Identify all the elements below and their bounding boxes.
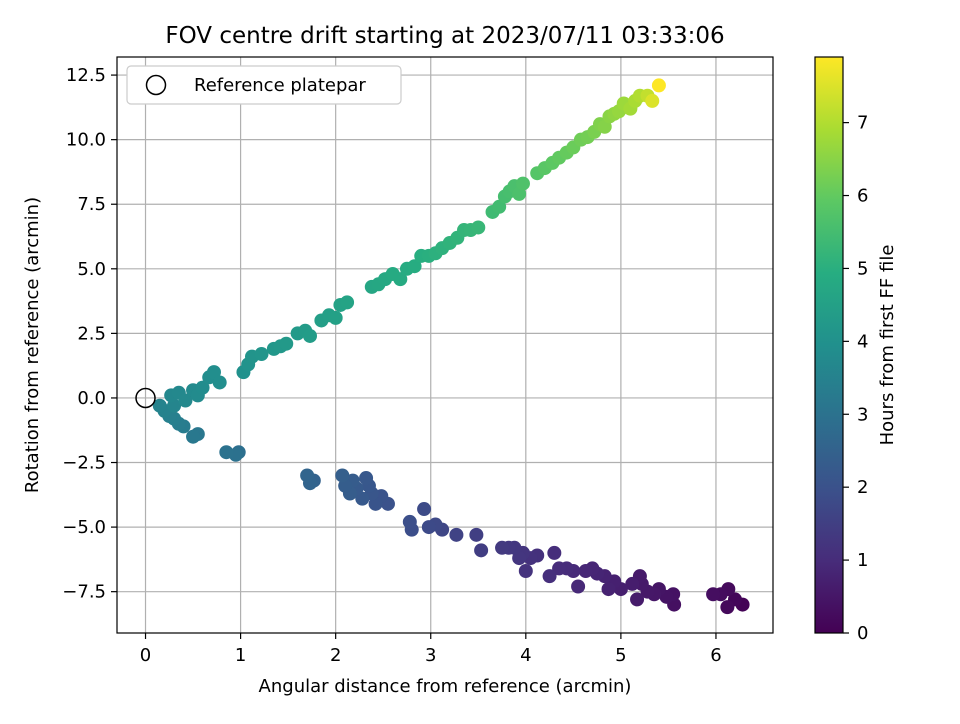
data-point bbox=[449, 527, 464, 542]
y-tick-label: 12.5 bbox=[66, 65, 106, 86]
data-point bbox=[421, 520, 436, 535]
y-tick-label: 7.5 bbox=[77, 194, 106, 215]
data-point bbox=[340, 295, 355, 310]
data-point bbox=[542, 569, 557, 584]
data-point bbox=[219, 445, 234, 460]
plot-frame bbox=[116, 56, 774, 634]
data-point bbox=[186, 429, 201, 444]
y-tick-label: 5.0 bbox=[77, 259, 106, 280]
x-tick-label: 3 bbox=[425, 645, 436, 666]
data-point bbox=[355, 491, 370, 506]
data-point bbox=[552, 561, 567, 576]
data-point bbox=[706, 587, 721, 602]
data-point bbox=[335, 468, 350, 483]
x-tick-label: 0 bbox=[140, 645, 151, 666]
data-point bbox=[254, 347, 269, 362]
data-point bbox=[300, 468, 315, 483]
chart-title: FOV centre drift starting at 2023/07/11 … bbox=[165, 23, 724, 49]
y-tick-label: −2.5 bbox=[62, 453, 106, 474]
colorbar: 0 1 2 3 4 5 6 7 bbox=[814, 56, 868, 644]
data-point bbox=[547, 545, 562, 560]
data-point bbox=[492, 199, 507, 214]
y-axis-label: Rotation from reference (arcmin) bbox=[22, 197, 43, 493]
data-point bbox=[720, 600, 735, 615]
data-point bbox=[571, 579, 586, 594]
y-tick-label: 0.0 bbox=[77, 388, 106, 409]
legend-label: Reference platepar bbox=[194, 75, 366, 96]
colorbar-tick-label: 1 bbox=[857, 550, 868, 571]
x-tick-label: 5 bbox=[615, 645, 626, 666]
data-point bbox=[469, 527, 484, 542]
data-point bbox=[645, 93, 660, 108]
data-point bbox=[515, 176, 530, 191]
x-tick-label: 2 bbox=[330, 645, 341, 666]
colorbar-tick-label: 0 bbox=[857, 623, 868, 644]
data-point bbox=[195, 380, 210, 395]
data-point bbox=[651, 78, 666, 93]
y-tick-label: −5.0 bbox=[62, 517, 106, 538]
data-point bbox=[630, 592, 645, 607]
data-point bbox=[474, 543, 489, 558]
data-point bbox=[359, 471, 374, 486]
data-point bbox=[601, 582, 616, 597]
colorbar-tick-label: 7 bbox=[857, 113, 868, 134]
colorbar-tick-label: 5 bbox=[857, 258, 868, 279]
data-point bbox=[402, 514, 417, 529]
colorbar-tick-label: 2 bbox=[857, 477, 868, 498]
plot-area: 0 1 2 3 4 5 6 −7.5 −5.0 −2.5 0.0 2.5 5.0 7.5 10.0 12.5 bbox=[62, 56, 774, 666]
y-tick-label: 2.5 bbox=[77, 323, 106, 344]
data-point bbox=[625, 576, 640, 591]
data-point bbox=[495, 540, 510, 555]
colorbar-tick-label: 4 bbox=[857, 331, 868, 352]
data-point bbox=[206, 365, 221, 380]
data-point bbox=[518, 564, 533, 579]
colorbar-tick-label: 3 bbox=[857, 404, 868, 425]
colorbar-gradient bbox=[814, 56, 844, 634]
x-tick-label: 4 bbox=[520, 645, 531, 666]
colorbar-tick-label: 6 bbox=[857, 186, 868, 207]
x-axis-label: Angular distance from reference (arcmin) bbox=[259, 676, 632, 697]
data-point bbox=[393, 272, 408, 287]
data-point bbox=[302, 328, 317, 343]
x-tick-label: 6 bbox=[710, 645, 721, 666]
data-point bbox=[152, 398, 167, 413]
x-tick-label: 1 bbox=[235, 645, 246, 666]
data-point bbox=[471, 220, 486, 235]
data-point bbox=[407, 259, 422, 274]
y-tick-label: −7.5 bbox=[62, 582, 106, 603]
legend-marker-circle bbox=[145, 74, 167, 96]
data-point bbox=[578, 564, 593, 579]
data-point bbox=[212, 375, 227, 390]
y-tick-label: 10.0 bbox=[66, 130, 106, 151]
reference-marker bbox=[135, 387, 156, 409]
data-point bbox=[178, 393, 193, 408]
legend-box bbox=[126, 65, 402, 105]
data-point bbox=[279, 336, 294, 351]
data-point bbox=[417, 502, 432, 517]
colorbar-label: Hours from first FF file bbox=[877, 245, 898, 446]
data-point bbox=[328, 310, 343, 325]
legend: Reference platepar bbox=[126, 65, 402, 105]
